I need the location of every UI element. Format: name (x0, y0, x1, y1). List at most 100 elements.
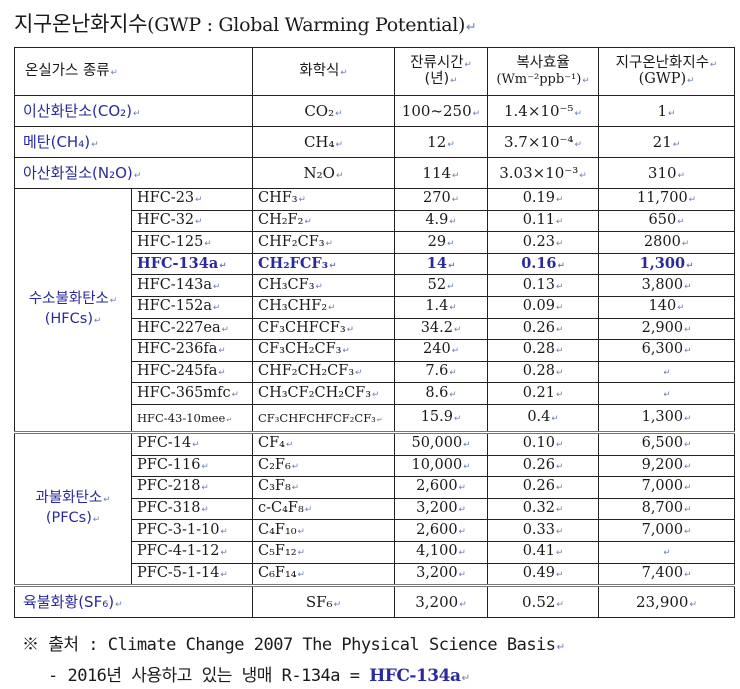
gas-name: HFC-143a↵ (131, 274, 253, 297)
gas-formula: N₂O↵ (252, 157, 395, 189)
gas-lifetime: 3,200↵ (394, 497, 488, 521)
gas-formula: C₅F₁₂↵ (252, 540, 395, 564)
header-lifetime: 잔류시간↵ (년)↵ (394, 47, 488, 96)
gas-radiative: 0.49↵ (487, 562, 599, 587)
gas-lifetime: 2,600↵ (394, 476, 488, 499)
gas-name: HFC-32↵ (131, 209, 253, 233)
gas-lifetime: 3,200↵ (394, 584, 488, 619)
table-row: PFC-218↵ C₃F₈↵ 2,600↵ 0.26↵ 7,000↵ (15, 476, 735, 499)
header-gas-type: 온실가스 종류↵ (14, 47, 253, 96)
gas-formula: CH₃CHF₂↵ (252, 295, 395, 319)
gas-formula: C₆F₁₄↵ (252, 562, 395, 587)
gas-lifetime: 12↵ (394, 126, 488, 158)
gas-formula: CH₂FCF₃↵ (252, 252, 395, 276)
table-row: 아산화질소(N₂O)↵ N₂O↵ 114↵ 3.03×10⁻³↵ 310↵ (14, 157, 735, 189)
gas-gwp: 310↵ (598, 157, 735, 189)
gas-gwp: 7,000↵ (598, 519, 735, 542)
gas-formula: CF₃CH₂CF₃↵ (252, 339, 395, 362)
gas-name: PFC-3-1-10↵ (131, 519, 253, 542)
gas-gwp: ↵ (598, 382, 735, 405)
gas-gwp: 2,900↵ (598, 317, 735, 341)
gas-name: HFC-43-10mee↵ (131, 403, 253, 433)
gas-lifetime: 2,600↵ (394, 519, 488, 542)
gas-radiative: 1.4×10⁻⁵↵ (487, 95, 599, 127)
header-radiative-efficiency: 복사효율 (Wm⁻²ppb⁻¹)↵ (487, 47, 599, 96)
header-formula: 화학식↵ (252, 47, 395, 96)
table-row: HFC-125↵ CHF₂CF₃↵ 29↵ 0.23↵ 2800↵ (15, 231, 735, 254)
gas-radiative: 0.13↵ (487, 274, 599, 297)
gas-name: HFC-23↵ (131, 188, 253, 211)
gas-lifetime: 1.4↵ (394, 295, 488, 319)
table-row: HFC-143a↵ CH₃CF₃↵ 52↵ 0.13↵ 3,800↵ (15, 274, 735, 297)
gas-gwp: 1,300↵ (598, 403, 735, 433)
gas-formula: CH₃CF₂CH₂CF₃↵ (252, 382, 395, 405)
table-row: PFC-5-1-14↵ C₆F₁₄↵ 3,200↵ 0.49↵ 7,400↵ (15, 562, 735, 587)
table-row: PFC-318↵ c-C₄F₈↵ 3,200↵ 0.32↵ 8,700↵ (15, 497, 735, 521)
refrigerant-note: - 2016년 사용하고 있는 냉매 R-134a = HFC-134a↵ (48, 666, 470, 686)
gas-formula: CH₄↵ (252, 126, 395, 158)
gas-gwp: 1,300↵ (598, 252, 735, 276)
gas-lifetime: 15.9↵ (394, 403, 488, 433)
gas-gwp: ↵ (598, 540, 735, 564)
gas-lifetime: 29↵ (394, 231, 488, 254)
gas-lifetime: 8.6↵ (394, 382, 488, 405)
gas-name: HFC-134a↵ (131, 252, 253, 276)
gas-gwp: 7,000↵ (598, 476, 735, 499)
gas-name: HFC-245fa↵ (131, 360, 253, 384)
gas-radiative: 0.09↵ (487, 295, 599, 319)
gas-gwp: ↵ (598, 360, 735, 384)
gas-lifetime: 3,200↵ (394, 562, 488, 587)
gas-radiative: 0.32↵ (487, 497, 599, 521)
gas-formula: CF₄↵ (252, 430, 395, 456)
gas-gwp: 7,400↵ (598, 562, 735, 587)
table-row: 메탄(CH₄)↵ CH₄↵ 12↵ 3.7×10⁻⁴↵ 21↵ (14, 126, 735, 158)
gas-name: PFC-218↵ (131, 476, 253, 499)
table-row-highlighted: HFC-134a↵ CH₂FCF₃↵ 14↵ 0.16↵ 1,300↵ (15, 252, 735, 276)
group-label-pfc: 과불화탄소↵ (PFCs)↵ (14, 430, 132, 587)
gas-lifetime: 4.9↵ (394, 209, 488, 233)
gas-formula: C₄F₁₀↵ (252, 519, 395, 542)
gas-radiative: 0.33↵ (487, 519, 599, 542)
gas-lifetime: 50,000↵ (394, 430, 488, 456)
gas-formula: CHF₂CH₂CF₃↵ (252, 360, 395, 384)
gas-radiative: 0.21↵ (487, 382, 599, 405)
gas-lifetime: 7.6↵ (394, 360, 488, 384)
gas-gwp: 23,900↵ (598, 584, 735, 619)
gas-name: HFC-236fa↵ (131, 339, 253, 362)
gas-radiative: 0.23↵ (487, 231, 599, 254)
gas-radiative: 0.28↵ (487, 339, 599, 362)
gas-radiative: 0.28↵ (487, 360, 599, 384)
gas-name: 메탄(CH₄)↵ (14, 126, 253, 158)
gas-formula: CF₃CHFCHFCF₂CF₃↵ (252, 403, 395, 433)
gas-gwp: 21↵ (598, 126, 735, 158)
gas-formula: CHF₂CF₃↵ (252, 231, 395, 254)
gas-radiative: 0.16↵ (487, 252, 599, 276)
table-row: PFC-4-1-12↵ C₅F₁₂↵ 4,100↵ 0.41↵ ↵ (15, 540, 735, 564)
table-row: HFC-32↵ CH₂F₂↵ 4.9↵ 0.11↵ 650↵ (15, 209, 735, 233)
table-row: 수소불화탄소↵ (HFCs)↵ HFC-23↵ CHF₃↵ 270↵ 0.19↵ … (14, 188, 735, 433)
gas-radiative: 0.26↵ (487, 476, 599, 499)
gas-lifetime: 52↵ (394, 274, 488, 297)
gas-formula: CH₃CF₃↵ (252, 274, 395, 297)
gas-lifetime: 14↵ (394, 252, 488, 276)
gas-lifetime: 34.2↵ (394, 317, 488, 341)
gas-formula: CH₂F₂↵ (252, 209, 395, 233)
gas-formula: C₂F₆↵ (252, 454, 395, 478)
gas-gwp: 1↵ (598, 95, 735, 127)
page-title: 지구온난화지수(GWP : Global Warming Potential)↵ (14, 8, 477, 38)
gas-name: HFC-152a↵ (131, 295, 253, 319)
table-row: 과불화탄소↵ (PFCs)↵ PFC-14↵ CF₄↵ 50,000↵ 0.10↵… (14, 430, 735, 587)
gas-lifetime: 100~250↵ (394, 95, 488, 127)
gas-name: 이산화탄소(CO₂)↵ (14, 95, 253, 127)
highlight-hfc134a: HFC-134a (369, 666, 461, 686)
gas-radiative: 0.52↵ (487, 584, 599, 619)
gas-radiative: 0.11↵ (487, 209, 599, 233)
title-english: (GWP : Global Warming Potential) (147, 14, 466, 36)
paragraph-mark-icon: ↵ (466, 19, 477, 34)
gas-formula: C₃F₈↵ (252, 476, 395, 499)
gas-name: HFC-365mfc↵ (131, 382, 253, 405)
gas-gwp: 140↵ (598, 295, 735, 319)
gas-gwp: 8,700↵ (598, 497, 735, 521)
table-row: 육불화황(SF₆)↵ SF₆↵ 3,200↵ 0.52↵ 23,900↵ (14, 584, 735, 619)
table-header-row: 온실가스 종류↵ 화학식↵ 잔류시간↵ (년)↵ 복사효율 (Wm⁻²ppb⁻¹)↵… (14, 47, 735, 96)
